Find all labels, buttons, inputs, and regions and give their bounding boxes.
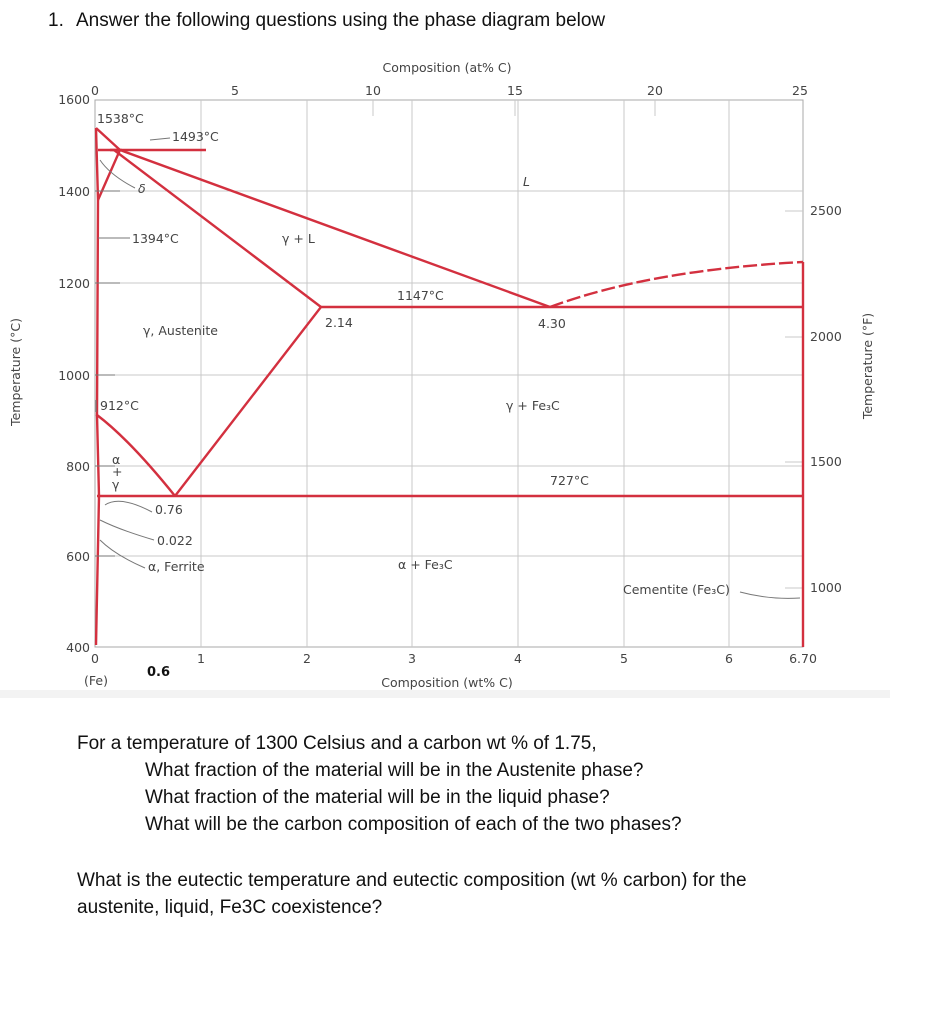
left-tick-label: 1600: [58, 92, 90, 107]
top-tick-label: 0: [91, 83, 99, 98]
diagram-label: 0.76: [155, 502, 183, 517]
diagram-label: 912°C: [100, 398, 139, 413]
left-tick-label: 1200: [58, 276, 90, 291]
bottom-axis-title: Composition (wt% C): [381, 675, 513, 690]
question-line: For a temperature of 1300 Celsius and a …: [77, 733, 597, 754]
left-ticks: 1600 1400 1200 1000 800 600 400: [58, 92, 90, 655]
bottom-tick-label: 4: [514, 651, 522, 666]
diagram-label: 1394°C: [132, 231, 179, 246]
right-axis-title: Temperature (°F): [860, 313, 875, 420]
boundary-line: [94, 414, 101, 646]
boundary-line: [104, 500, 153, 513]
left-tick-label: 1400: [58, 184, 90, 199]
boundary-line: [739, 591, 801, 599]
diagram-label: 1538°C: [97, 111, 144, 126]
question-line: What fraction of the material will be in…: [145, 787, 610, 808]
boundary-line: [149, 137, 171, 141]
leader-lines: [95, 137, 801, 599]
top-tick-label: 15: [507, 83, 523, 98]
bottom-ticks: 0 1 2 3 4 5 6 6.70: [91, 651, 817, 666]
boundary-line: [95, 127, 551, 309]
left-tick-label: 1000: [58, 368, 90, 383]
question-line: What will be the carbon composition of e…: [145, 814, 682, 835]
diagram-label: γ + Fe₃C: [506, 398, 560, 413]
top-tick-label: 10: [365, 83, 381, 98]
bottom-tick-label: 6: [725, 651, 733, 666]
image-edge: [0, 690, 890, 698]
diagram-label: Cementite (Fe₃C): [623, 582, 730, 597]
diagram-label: 2.14: [325, 315, 353, 330]
top-ticks: 0 5 10 15 20 25: [91, 83, 808, 98]
right-tick-label: 2500: [810, 203, 842, 218]
diagram-label: α: [112, 452, 120, 467]
top-tick-label: 25: [792, 83, 808, 98]
question-number: 1.: [48, 10, 64, 31]
phase-boundaries: [94, 127, 805, 647]
bottom-tick-label: 6.70: [789, 651, 817, 666]
top-tick-label: 20: [647, 83, 663, 98]
question-line: austenite, liquid, Fe3C coexistence?: [77, 897, 382, 918]
left-tick-label: 600: [66, 549, 90, 564]
diagram-label: 1147°C: [397, 288, 444, 303]
diagram-label: 1493°C: [172, 129, 219, 144]
diagram-label: α, Ferrite: [148, 559, 205, 574]
bottom-tick-label: 0: [91, 651, 99, 666]
diagram-label: γ: [112, 477, 120, 492]
annotation: 0.6: [147, 665, 170, 680]
bottom-tick-label: 1: [197, 651, 205, 666]
bottom-tick-label: 3: [408, 651, 416, 666]
diagram-labels: 1538°C 1493°C δ 1394°C γ + L L 1147°C 2.14 4.30 γ…: [97, 111, 730, 597]
diagram-label: γ, Austenite: [143, 323, 218, 338]
boundary-line: [549, 260, 804, 309]
boundary-line: [99, 539, 146, 569]
fe-label: (Fe): [84, 673, 108, 688]
boundary-line: [99, 519, 155, 541]
diagram-label: 0.022: [157, 533, 193, 548]
question-text: Answer the following questions using the…: [76, 10, 605, 31]
left-tick-label: 400: [66, 640, 90, 655]
diagram-label: 727°C: [550, 473, 589, 488]
bottom-tick-label: 2: [303, 651, 311, 666]
top-tick-label: 5: [231, 83, 239, 98]
diagram-label: L: [523, 174, 530, 189]
diagram-label: α + Fe₃C: [398, 557, 453, 572]
boundary-line: [95, 199, 176, 497]
boundary-line: [95, 190, 120, 557]
diagram-label: 4.30: [538, 316, 566, 331]
diagram-label: +: [112, 464, 122, 479]
right-ticks: 2500 2000 1500 1000: [810, 203, 842, 595]
bottom-tick-label: 5: [620, 651, 628, 666]
left-tick-label: 800: [66, 459, 90, 474]
right-tick-label: 1000: [810, 580, 842, 595]
right-tick-label: 1500: [810, 454, 842, 469]
diagram-label: δ: [138, 181, 146, 196]
question-line: What is the eutectic temperature and eut…: [77, 870, 747, 891]
top-axis-title: Composition (at% C): [383, 60, 512, 75]
grid: [95, 100, 803, 647]
question-line: What fraction of the material will be in…: [145, 760, 644, 781]
left-axis-title: Temperature (°C): [8, 318, 23, 427]
right-tick-label: 2000: [810, 329, 842, 344]
boundary-line: [99, 159, 136, 189]
diagram-label: γ + L: [282, 231, 315, 246]
